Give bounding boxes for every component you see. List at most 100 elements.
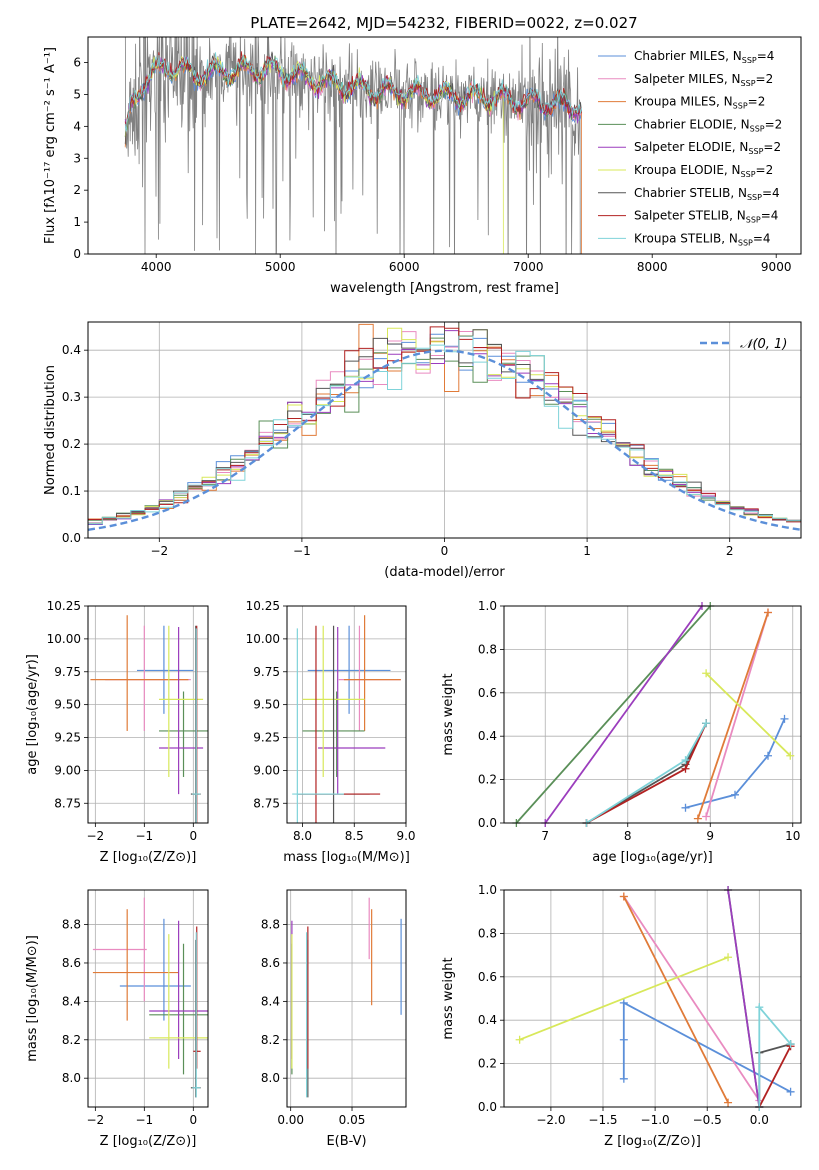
y-tick-label: 1.0 xyxy=(478,599,497,613)
x-tick-label: −0.5 xyxy=(693,1113,722,1127)
histogram-chabrier-stelib xyxy=(88,322,801,521)
legend-label: Kroupa MILES, NSSP=2 xyxy=(634,95,765,111)
weight-line-chabrier-miles xyxy=(622,1001,792,1093)
y-tick-label: 10.00 xyxy=(47,632,81,646)
y-axis-label: age [log₁₀(age/yr)] xyxy=(25,654,40,775)
y-tick-label: 9.50 xyxy=(54,698,81,712)
y-tick-label: 8.8 xyxy=(261,918,280,932)
y-tick-label: 8.8 xyxy=(62,918,81,932)
x-tick-label: 8.0 xyxy=(293,829,312,843)
axes-frame xyxy=(87,889,209,1108)
y-axis-label: Normed distribution xyxy=(43,365,58,495)
y-tick-label: 0.2 xyxy=(478,1057,497,1071)
x-tick-label: −1.0 xyxy=(641,1113,670,1127)
weight-marker-kroupa-elodie xyxy=(702,669,711,678)
y-tick-label: 0.2 xyxy=(478,773,497,787)
y-tick-label: 8.75 xyxy=(54,796,81,810)
x-axis-label: wavelength [Angstrom, rest frame] xyxy=(330,281,559,296)
weight-line-kroupa-elodie xyxy=(705,672,791,757)
y-tick-label: 9.75 xyxy=(54,665,81,679)
weight-line-kroupa-miles xyxy=(622,896,729,1104)
grid xyxy=(287,605,407,823)
mass-vs-extinction-panel: 0.00 0.05 8.0 8.2 8.4 8.6 8.8 E(B-V) xyxy=(261,889,407,1149)
spectrum-panel: 4000 5000 6000 7000 8000 9000 0 1 2 3 4 5 6 wavelengt… xyxy=(43,36,802,296)
axes-frame xyxy=(503,889,802,1108)
x-tick-label: 9000 xyxy=(761,260,792,274)
weight-marker-chabrier-miles xyxy=(619,1035,628,1044)
y-tick-label: 9.50 xyxy=(253,698,280,712)
y-tick-label: 0.6 xyxy=(478,686,497,700)
weight-line-kroupa-miles xyxy=(697,612,769,819)
x-axis-label: Z [log₁₀(Z/Z⊙)] xyxy=(100,1134,197,1149)
y-tick-label: 10.00 xyxy=(246,632,280,646)
legend-label: Salpeter ELODIE, NSSP=2 xyxy=(634,140,781,156)
y-tick-label: 6 xyxy=(73,56,81,70)
weight-marker-chabrier-miles xyxy=(780,714,789,723)
weight-marker-kroupa-stelib xyxy=(681,756,690,765)
weight-marker-chabrier-miles xyxy=(619,998,628,1007)
x-tick-label: 10 xyxy=(785,829,800,843)
x-tick-label: 9 xyxy=(706,829,714,843)
legend-label: 𝒩(0, 1) xyxy=(740,337,787,352)
weight-line-salpeter-miles xyxy=(705,612,769,817)
legend-label: Salpeter STELIB, NSSP=4 xyxy=(634,209,778,225)
legend-label: Kroupa STELIB, NSSP=4 xyxy=(634,231,771,247)
axes-frame xyxy=(87,605,209,824)
x-tick-label: −1 xyxy=(135,829,153,843)
weight-marker-chabrier-miles xyxy=(731,790,739,799)
spectrum-data-line xyxy=(124,37,581,254)
x-axis-label: Z [log₁₀(Z/Z⊙)] xyxy=(100,850,197,865)
y-tick-label: 10.25 xyxy=(47,599,81,613)
y-axis-label: mass [log₁₀(M/M⊙)] xyxy=(25,935,40,1062)
y-axis-label: mass weight xyxy=(441,957,456,1039)
axes-frame xyxy=(286,889,407,1108)
legend-label: Salpeter MILES, NSSP=2 xyxy=(634,72,773,88)
x-tick-label: −1 xyxy=(135,1113,153,1127)
weight-line-kroupa-elodie xyxy=(519,956,729,1041)
axes-frame xyxy=(87,36,802,255)
x-tick-label: 8 xyxy=(624,829,632,843)
y-tick-label: 0.6 xyxy=(478,970,497,984)
y-tick-label: 9.75 xyxy=(253,665,280,679)
x-tick-label: 0 xyxy=(189,1113,197,1127)
x-axis-label: Z [log₁₀(Z/Z⊙)] xyxy=(604,1134,701,1149)
weight-line-chabrier-elodie xyxy=(515,606,711,823)
histogram-kroupa-stelib xyxy=(88,335,801,524)
y-tick-label: 3 xyxy=(73,151,81,165)
histogram-salpeter-stelib xyxy=(88,326,801,522)
x-tick-label: −1.5 xyxy=(588,1113,617,1127)
y-tick-label: 0.4 xyxy=(478,1013,497,1027)
weight-marker-kroupa-elodie xyxy=(515,1035,524,1044)
weight-line-salpeter-elodie xyxy=(727,890,761,1107)
y-tick-label: 4 xyxy=(73,119,81,133)
residual-histogram-panel: −2 −1 0 1 2 0.0 0.1 0.2 0.3 0.4 (data-model)/error… xyxy=(43,321,802,580)
y-tick-label: 10.25 xyxy=(246,599,280,613)
y-tick-label: 0.0 xyxy=(62,531,81,545)
x-tick-label: 0.0 xyxy=(750,1113,769,1127)
weight-marker-kroupa-miles xyxy=(764,608,772,617)
y-tick-label: 0.2 xyxy=(62,437,81,451)
x-tick-label: 8.5 xyxy=(345,829,364,843)
x-tick-label: −2 xyxy=(86,829,104,843)
y-tick-label: 0.8 xyxy=(478,642,497,656)
y-axis-label: Flux [fλ10⁻¹⁷ erg cm⁻² s⁻¹ A⁻¹] xyxy=(43,47,58,244)
legend-label: Chabrier STELIB, NSSP=4 xyxy=(634,186,780,202)
x-tick-label: 4000 xyxy=(141,260,172,274)
y-tick-label: 8.6 xyxy=(62,956,81,970)
spectrum-model-kroupa-stelib xyxy=(124,52,582,132)
axes-frame xyxy=(286,605,407,824)
weight-marker-kroupa-miles xyxy=(619,892,628,901)
histogram-kroupa-miles xyxy=(88,323,801,523)
y-tick-label: 8.2 xyxy=(261,1033,280,1047)
x-tick-label: 9.0 xyxy=(396,829,415,843)
spectrum-model-salpeter-stelib xyxy=(124,51,582,130)
weight-marker-kroupa-miles xyxy=(693,814,702,823)
x-tick-label: −2.0 xyxy=(536,1113,565,1127)
y-tick-label: 0.0 xyxy=(478,816,497,830)
x-tick-label: 0.05 xyxy=(339,1113,366,1127)
y-tick-label: 0.3 xyxy=(62,390,81,404)
y-tick-label: 1.0 xyxy=(478,883,497,897)
weight-marker-chabrier-miles xyxy=(786,1087,795,1096)
weight-marker-chabrier-miles xyxy=(619,1074,628,1083)
